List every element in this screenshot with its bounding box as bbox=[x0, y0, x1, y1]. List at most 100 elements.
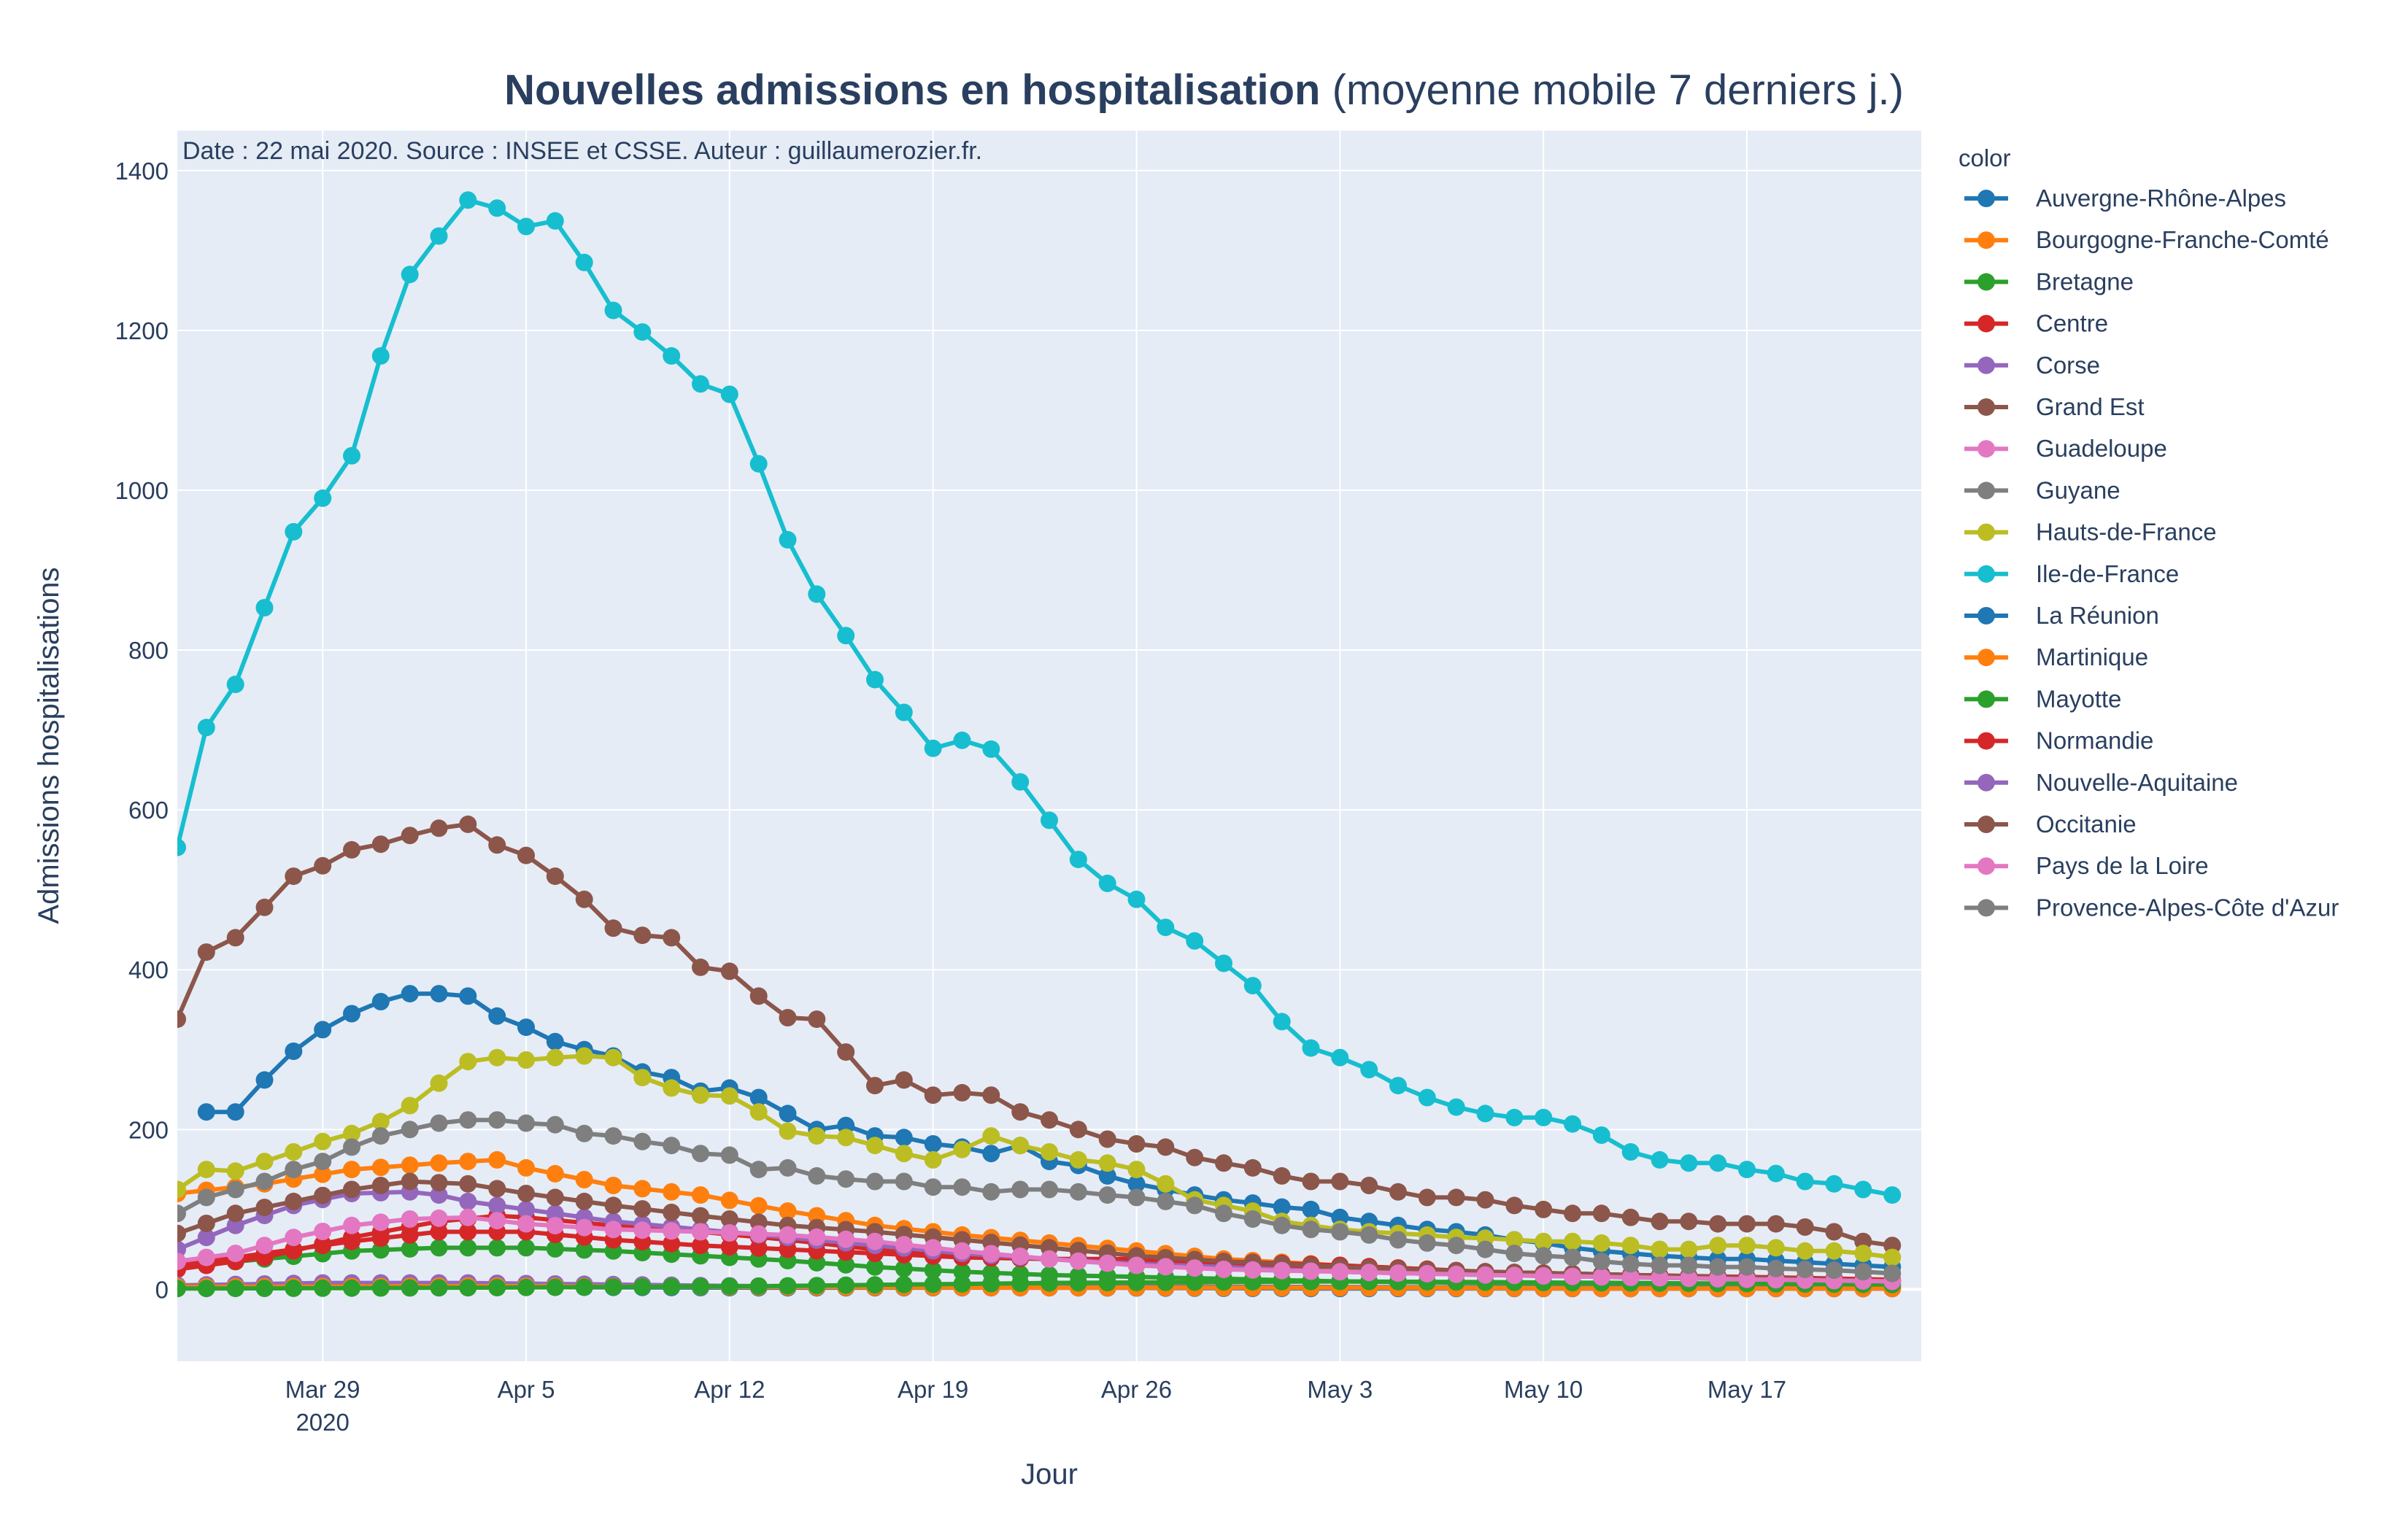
data-point bbox=[663, 1183, 681, 1201]
data-point bbox=[1621, 1143, 1640, 1161]
legend-item[interactable]: Martinique bbox=[1964, 643, 2148, 670]
data-point bbox=[953, 1178, 971, 1196]
data-point bbox=[226, 1204, 244, 1223]
data-point bbox=[924, 1178, 942, 1196]
y-tick-label: 400 bbox=[128, 956, 169, 983]
data-point bbox=[285, 867, 303, 886]
data-point bbox=[808, 1277, 826, 1295]
data-point bbox=[1651, 1212, 1669, 1231]
data-point bbox=[1389, 1231, 1407, 1249]
data-point bbox=[1186, 1148, 1204, 1167]
data-point bbox=[982, 740, 1000, 758]
data-point bbox=[430, 819, 448, 837]
data-point bbox=[837, 1116, 855, 1134]
legend-item[interactable]: Centre bbox=[1964, 310, 2108, 337]
data-point bbox=[1069, 1121, 1087, 1139]
data-point bbox=[575, 1171, 593, 1188]
data-point bbox=[808, 1228, 826, 1246]
data-point bbox=[343, 1161, 360, 1179]
data-point bbox=[1796, 1242, 1814, 1260]
legend-item[interactable]: Nouvelle-Aquitaine bbox=[1964, 769, 2238, 796]
data-point bbox=[285, 1042, 303, 1060]
legend-item[interactable]: Auvergne-Rhône-Alpes bbox=[1964, 185, 2286, 212]
data-point bbox=[1883, 1186, 1902, 1204]
x-tick-label: Apr 26 bbox=[1101, 1376, 1172, 1403]
data-point bbox=[924, 1275, 942, 1293]
legend-swatch-marker bbox=[1977, 356, 1995, 374]
data-point bbox=[1157, 1273, 1175, 1291]
data-point bbox=[749, 1277, 768, 1295]
legend-label: Auvergne-Rhône-Alpes bbox=[2036, 185, 2286, 212]
data-point bbox=[1098, 1167, 1116, 1185]
legend-item[interactable]: Hauts-de-France bbox=[1964, 519, 2217, 546]
legend-item[interactable]: Grand Est bbox=[1964, 393, 2145, 420]
data-point bbox=[749, 1239, 768, 1257]
data-point bbox=[255, 1172, 274, 1191]
data-point bbox=[1680, 1212, 1698, 1231]
data-point bbox=[1302, 1262, 1320, 1280]
data-point bbox=[720, 1191, 738, 1210]
legend-item[interactable]: Guyane bbox=[1964, 476, 2120, 503]
data-point bbox=[663, 1234, 681, 1253]
data-point bbox=[401, 1239, 419, 1258]
data-point bbox=[837, 1170, 855, 1188]
data-point bbox=[314, 1153, 332, 1171]
data-point bbox=[226, 1216, 244, 1234]
data-point bbox=[1127, 1175, 1146, 1193]
legend-item[interactable]: Bretagne bbox=[1964, 268, 2134, 295]
data-point bbox=[488, 1196, 506, 1215]
data-point bbox=[575, 1218, 593, 1237]
data-point bbox=[1535, 1108, 1553, 1126]
legend-item[interactable]: Ile-de-France bbox=[1964, 560, 2179, 587]
data-point bbox=[1215, 1273, 1232, 1291]
data-point bbox=[1476, 1266, 1494, 1284]
data-point bbox=[575, 890, 593, 908]
legend-item[interactable]: Normandie bbox=[1964, 727, 2153, 754]
legend-item[interactable]: Pays de la Loire bbox=[1964, 852, 2209, 879]
data-point bbox=[1215, 1261, 1232, 1278]
data-point bbox=[401, 1121, 419, 1139]
data-point bbox=[371, 1113, 390, 1131]
data-point bbox=[517, 1018, 535, 1037]
data-point bbox=[1041, 1111, 1058, 1129]
data-point bbox=[1738, 1161, 1756, 1179]
data-point bbox=[488, 1048, 506, 1067]
data-point bbox=[663, 1277, 681, 1296]
data-point bbox=[314, 489, 332, 507]
data-point bbox=[371, 1177, 390, 1194]
data-point bbox=[343, 1279, 360, 1297]
data-point bbox=[546, 1278, 564, 1296]
chart-title-rest: (moyenne mobile 7 derniers j.) bbox=[1320, 66, 1903, 114]
data-point bbox=[226, 676, 244, 694]
data-point bbox=[1331, 1263, 1349, 1281]
data-point bbox=[1505, 1266, 1524, 1285]
legend-item[interactable]: Provence-Alpes-Côte d'Azur bbox=[1964, 894, 2339, 921]
data-point bbox=[779, 1158, 797, 1177]
data-point bbox=[1505, 1231, 1524, 1249]
data-point bbox=[1302, 1220, 1320, 1239]
legend-label: Occitanie bbox=[2036, 811, 2137, 837]
data-point bbox=[1331, 1172, 1349, 1191]
legend-item[interactable]: Guadeloupe bbox=[1964, 435, 2167, 462]
data-point bbox=[1389, 1264, 1407, 1283]
data-point bbox=[285, 1240, 303, 1258]
legend-item[interactable]: Occitanie bbox=[1964, 811, 2137, 837]
data-point bbox=[692, 1207, 709, 1225]
data-point bbox=[779, 1009, 797, 1026]
legend-item[interactable]: Mayotte bbox=[1964, 685, 2121, 712]
legend-item[interactable]: Bourgogne-Franche-Comté bbox=[1964, 226, 2329, 253]
data-point bbox=[314, 1021, 332, 1039]
data-point bbox=[1273, 1013, 1291, 1031]
legend-item[interactable]: La Réunion bbox=[1964, 602, 2159, 629]
data-point bbox=[1564, 1204, 1581, 1223]
legend-swatch-marker bbox=[1977, 690, 1995, 708]
data-point bbox=[1883, 1248, 1902, 1266]
legend-label: Guyane bbox=[2036, 476, 2120, 503]
legend-item[interactable]: Corse bbox=[1964, 352, 2100, 379]
data-point bbox=[1157, 1258, 1175, 1276]
data-point bbox=[197, 719, 215, 737]
data-point bbox=[488, 1150, 506, 1169]
data-point bbox=[1535, 1267, 1553, 1285]
y-tick-label: 800 bbox=[128, 637, 169, 664]
